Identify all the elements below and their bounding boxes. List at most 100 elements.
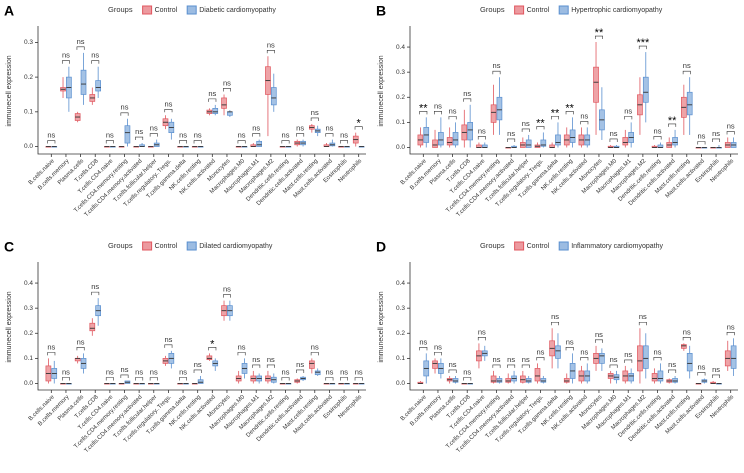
sig-bracket (76, 347, 85, 351)
sig-label: ns (493, 355, 501, 364)
sig-label: * (357, 118, 362, 130)
sig-label: ns (697, 362, 705, 371)
sig-bracket (310, 352, 319, 356)
sig-label: ns (507, 355, 515, 364)
y-tick-label: 0.0 (24, 380, 33, 387)
sig-bracket (448, 369, 457, 373)
legend-label: Diabetic cardiomyopathy (199, 7, 276, 14)
legend-swatch (558, 5, 569, 15)
box (534, 368, 541, 382)
sig-label: ns (106, 131, 114, 140)
sig-bracket (135, 377, 144, 381)
legend-swatch (186, 241, 197, 251)
box (124, 125, 131, 144)
y-tick-label: 0.2 (24, 330, 33, 337)
sig-label: ns (135, 367, 143, 376)
box (657, 370, 664, 382)
sig-label: ns (551, 312, 559, 321)
panel-label: C (4, 239, 14, 255)
panel-label: A (4, 3, 14, 19)
y-tick-label: 0.2 (396, 330, 405, 337)
box (520, 375, 526, 383)
legend-label: Dilated cardiomyopathy (199, 243, 273, 250)
sig-bracket (281, 140, 290, 144)
box (452, 132, 459, 146)
box (467, 122, 473, 141)
legend-title: Groups (480, 241, 505, 250)
sig-label: ** (419, 102, 428, 114)
sig-label: ns (77, 37, 85, 46)
sig-label: ns (536, 347, 544, 356)
sig-bracket (726, 331, 735, 336)
sig-bracket (653, 136, 662, 140)
panel: A Groups Control Diabetic cardiomyopathy imm… (4, 3, 366, 218)
sig-bracket (536, 357, 545, 361)
box (496, 96, 503, 121)
sig-bracket (609, 138, 618, 142)
y-tick-label: 0.1 (24, 355, 33, 362)
sig-bracket (492, 70, 501, 75)
panel-label: B (376, 3, 386, 19)
box (593, 66, 599, 103)
sig-bracket (266, 364, 275, 368)
sig-label: ns (654, 126, 662, 135)
sig-label: ns (135, 127, 143, 136)
sig-label: ns (522, 355, 530, 364)
y-tick-label: 0.2 (396, 94, 405, 101)
sig-bracket (208, 347, 217, 351)
sig-bracket (624, 359, 633, 363)
y-tick-label: 0.3 (396, 69, 405, 76)
sig-bracket (252, 133, 261, 137)
sig-label: ns (282, 367, 290, 376)
sig-label: ns (434, 101, 442, 110)
sig-label: ns (493, 61, 501, 70)
sig-bracket (208, 98, 217, 102)
sig-bracket (507, 138, 516, 142)
sig-bracket (310, 117, 319, 121)
sig-label: ns (194, 131, 202, 140)
legend-label: Control (527, 7, 550, 14)
sig-label: ns (150, 367, 158, 376)
y-tick-label: 0.0 (396, 380, 405, 387)
sig-label: ns (697, 131, 705, 140)
sig-label: ns (668, 360, 676, 369)
legend-title: Groups (108, 5, 133, 14)
sig-bracket (521, 128, 530, 132)
sig-label: ns (106, 367, 114, 376)
sig-label: ns (419, 337, 427, 346)
sig-label: ns (463, 367, 471, 376)
sig-label: ns (624, 350, 632, 359)
sig-bracket (61, 60, 70, 64)
sig-bracket (419, 111, 428, 115)
box (540, 378, 547, 383)
box (221, 97, 227, 109)
legend-title: Groups (108, 241, 133, 250)
panel: D Groups Control Inflammatory cardiomyopath… (376, 239, 738, 454)
sig-label: ** (595, 27, 604, 39)
box (206, 355, 213, 360)
sig-bracket (237, 352, 246, 356)
sig-bracket (222, 294, 231, 298)
sig-label: ns (463, 89, 471, 98)
legend-label: Hypertrophic cardiomyopathy (571, 7, 663, 14)
sig-label: ns (238, 342, 246, 351)
sig-label: *** (636, 37, 650, 49)
sig-bracket (164, 108, 173, 113)
sig-bracket (682, 337, 691, 341)
sig-label: ns (340, 131, 348, 140)
legend-label: Inflammatory cardiomyopathy (571, 243, 663, 250)
box (446, 137, 453, 146)
panel: C Groups Control Dilated cardiomyopathy immu… (4, 239, 366, 454)
sig-label: ns (566, 337, 574, 346)
legend-label: Control (155, 243, 178, 250)
sig-bracket (325, 377, 334, 381)
sig-label: ns (522, 119, 530, 128)
y-tick-label: 0.4 (24, 280, 33, 287)
sig-label: ns (610, 355, 618, 364)
sig-bracket (448, 116, 457, 120)
axis-line (37, 26, 366, 155)
sig-bracket (712, 138, 721, 142)
sig-bracket (354, 377, 363, 381)
y-tick-label: 0.4 (396, 44, 405, 51)
